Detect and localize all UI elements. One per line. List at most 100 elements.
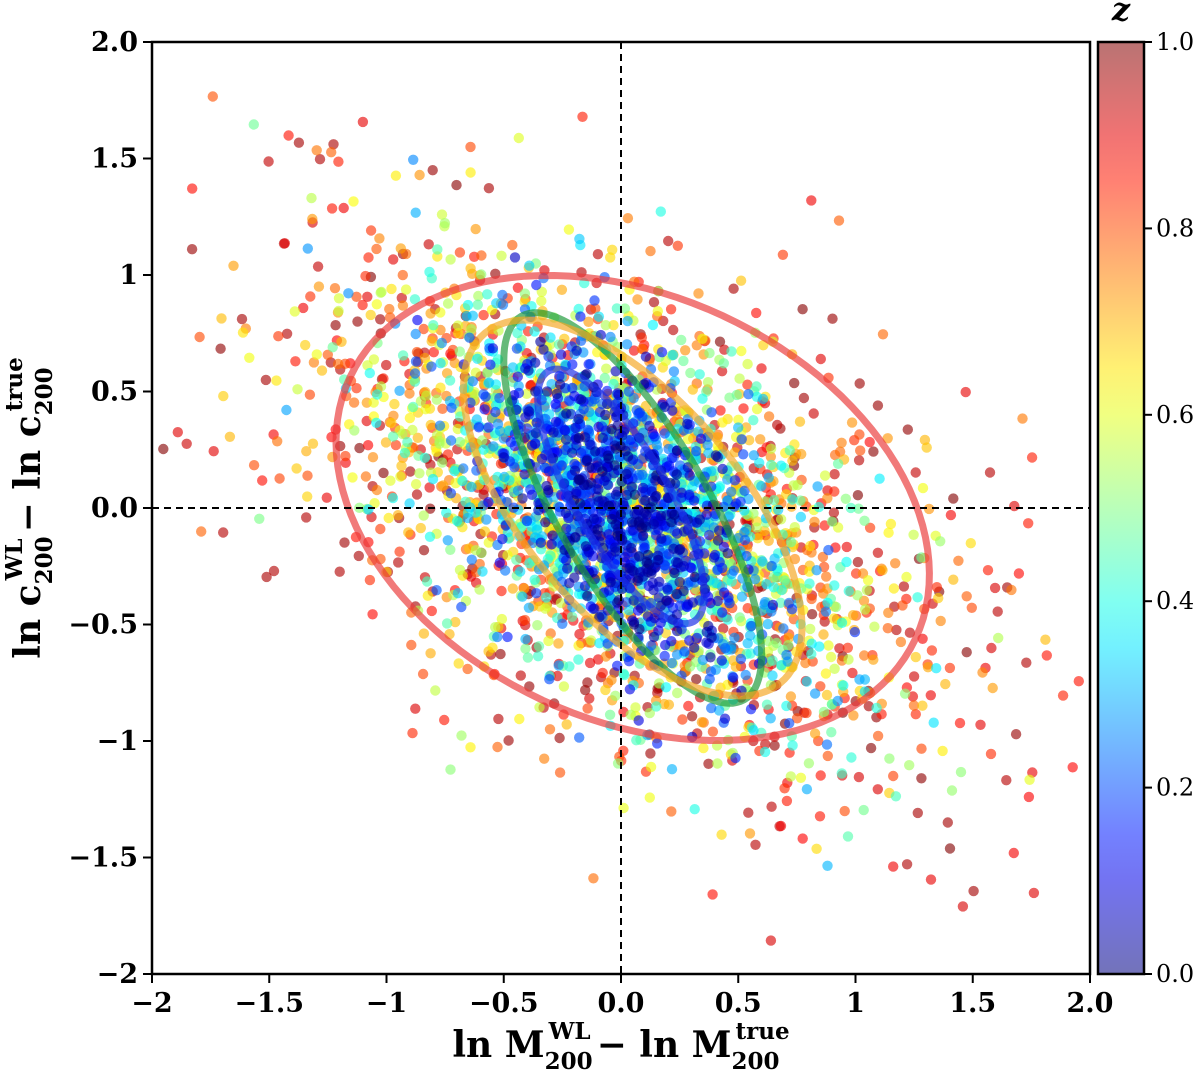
scatter-point xyxy=(659,428,670,439)
scatter-point xyxy=(672,557,683,569)
scatter-point xyxy=(751,522,763,533)
scatter-point xyxy=(748,450,760,461)
scatter-point xyxy=(826,516,838,527)
scatter-point xyxy=(396,292,407,304)
scatter-point xyxy=(716,366,728,377)
scatter-point xyxy=(445,764,456,775)
scatter-point xyxy=(523,602,535,613)
scatter-point xyxy=(702,439,713,451)
scatter-point xyxy=(333,305,344,317)
x-tick-label: −1 xyxy=(366,988,407,1019)
scatter-point xyxy=(716,829,727,840)
scatter-point xyxy=(757,393,769,405)
scatter-point xyxy=(394,385,405,396)
scatter-point xyxy=(714,525,725,536)
scatter-point xyxy=(823,544,834,556)
scatter-point xyxy=(751,403,763,415)
scatter-point xyxy=(474,584,485,595)
scatter-point xyxy=(775,514,787,525)
scatter-point xyxy=(483,497,494,508)
scatter-point xyxy=(412,314,423,326)
scatter-point xyxy=(846,417,858,428)
scatter-point xyxy=(682,418,693,430)
scatter-point xyxy=(577,111,588,123)
scatter-point xyxy=(636,343,648,355)
scatter-point xyxy=(571,345,582,356)
y-tick-label: 1.5 xyxy=(91,144,138,175)
y-tick-label: 1 xyxy=(119,260,138,291)
scatter-point xyxy=(632,575,643,586)
scatter-point xyxy=(763,535,774,546)
scatter-point xyxy=(636,332,647,343)
colorbar-tick-label: 0.4 xyxy=(1156,587,1194,615)
scatter-point xyxy=(689,642,700,653)
scatter-point xyxy=(470,223,481,235)
scatter-point xyxy=(605,577,616,588)
scatter-point xyxy=(798,392,810,404)
scatter-point xyxy=(613,389,624,401)
scatter-point xyxy=(763,411,775,422)
scatter-point xyxy=(186,244,198,255)
scatter-point xyxy=(714,336,726,347)
scatter-point xyxy=(852,490,864,501)
scatter-point xyxy=(492,741,503,753)
scatter-point xyxy=(592,491,603,502)
scatter-point xyxy=(684,661,696,672)
scatter-point xyxy=(538,344,549,355)
scatter-point xyxy=(761,579,772,590)
scatter-point xyxy=(389,398,400,410)
scatter-point xyxy=(545,332,556,343)
scatter-point xyxy=(766,560,777,572)
scatter-point xyxy=(776,460,787,471)
scatter-point xyxy=(386,417,397,429)
scatter-point xyxy=(1010,729,1022,740)
scatter-point xyxy=(554,379,566,390)
scatter-point xyxy=(684,470,695,481)
scatter-point xyxy=(610,690,621,701)
scatter-point xyxy=(584,657,596,669)
scatter-point xyxy=(601,363,612,374)
scatter-point xyxy=(574,732,585,743)
scatter-point xyxy=(624,684,636,695)
scatter-point xyxy=(495,648,506,660)
scatter-point xyxy=(925,874,937,885)
scatter-point xyxy=(890,558,901,569)
scatter-point xyxy=(487,642,498,653)
scatter-point xyxy=(706,632,717,643)
scatter-point xyxy=(218,390,229,402)
scatter-point xyxy=(761,699,773,710)
x-tick-label: −1.5 xyxy=(234,988,304,1019)
scatter-point xyxy=(763,472,774,483)
scatter-point xyxy=(507,239,518,251)
scatter-point xyxy=(375,287,386,298)
scatter-point xyxy=(805,623,816,635)
scatter-point xyxy=(339,537,350,548)
scatter-point xyxy=(637,469,648,480)
scatter-point xyxy=(363,252,374,263)
scatter-point xyxy=(678,355,689,367)
scatter-point xyxy=(483,183,495,194)
scatter-point xyxy=(522,652,534,663)
scatter-point xyxy=(343,288,354,299)
scatter-point xyxy=(600,651,612,662)
scatter-point xyxy=(797,833,808,844)
scatter-point xyxy=(353,550,364,562)
scatter-point xyxy=(387,431,399,442)
scatter-point xyxy=(718,587,730,598)
scatter-point xyxy=(393,557,404,568)
scatter-point xyxy=(566,611,578,622)
scatter-point xyxy=(853,455,865,466)
scatter-point xyxy=(467,310,478,321)
scatter-point xyxy=(821,689,833,701)
scatter-point xyxy=(602,638,613,649)
scatter-point xyxy=(648,297,660,308)
scatter-point xyxy=(609,460,620,471)
scatter-point xyxy=(445,544,456,555)
scatter-point xyxy=(477,435,488,446)
scatter-point xyxy=(716,655,727,666)
scatter-point xyxy=(483,537,494,548)
scatter-point xyxy=(482,367,493,379)
scatter-point xyxy=(520,643,531,654)
scatter-point xyxy=(417,668,429,680)
scatter-point xyxy=(637,482,649,494)
